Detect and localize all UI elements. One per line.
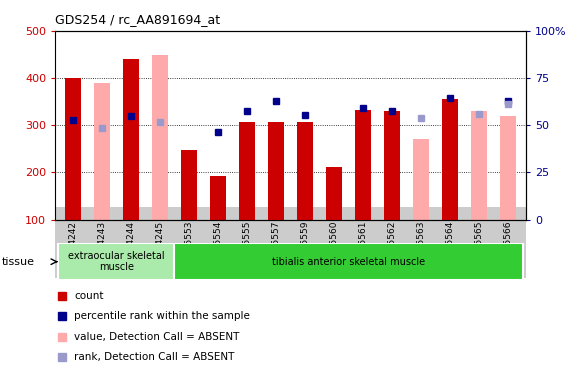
- Bar: [239, 122, 255, 220]
- Text: tissue: tissue: [2, 257, 35, 267]
- Bar: [123, 59, 139, 220]
- Text: tibialis anterior skeletal muscle: tibialis anterior skeletal muscle: [272, 257, 425, 267]
- Text: GDS254 / rc_AA891694_at: GDS254 / rc_AA891694_at: [55, 12, 220, 26]
- Text: value, Detection Call = ABSENT: value, Detection Call = ABSENT: [74, 332, 239, 341]
- Bar: [384, 111, 400, 220]
- Bar: [355, 110, 371, 220]
- Text: percentile rank within the sample: percentile rank within the sample: [74, 311, 250, 321]
- Bar: [64, 78, 81, 220]
- Bar: [442, 100, 458, 220]
- Bar: [181, 150, 197, 220]
- Text: extraocular skeletal
muscle: extraocular skeletal muscle: [68, 251, 164, 273]
- Bar: [174, 243, 523, 280]
- Text: count: count: [74, 291, 103, 301]
- Bar: [471, 111, 487, 220]
- Bar: [210, 176, 226, 220]
- Bar: [297, 122, 313, 220]
- Bar: [268, 122, 284, 220]
- Bar: [413, 139, 429, 220]
- Bar: [94, 83, 110, 220]
- Bar: [326, 167, 342, 220]
- Bar: [58, 243, 174, 280]
- Bar: [500, 116, 517, 220]
- Text: rank, Detection Call = ABSENT: rank, Detection Call = ABSENT: [74, 352, 234, 362]
- Bar: [152, 55, 168, 220]
